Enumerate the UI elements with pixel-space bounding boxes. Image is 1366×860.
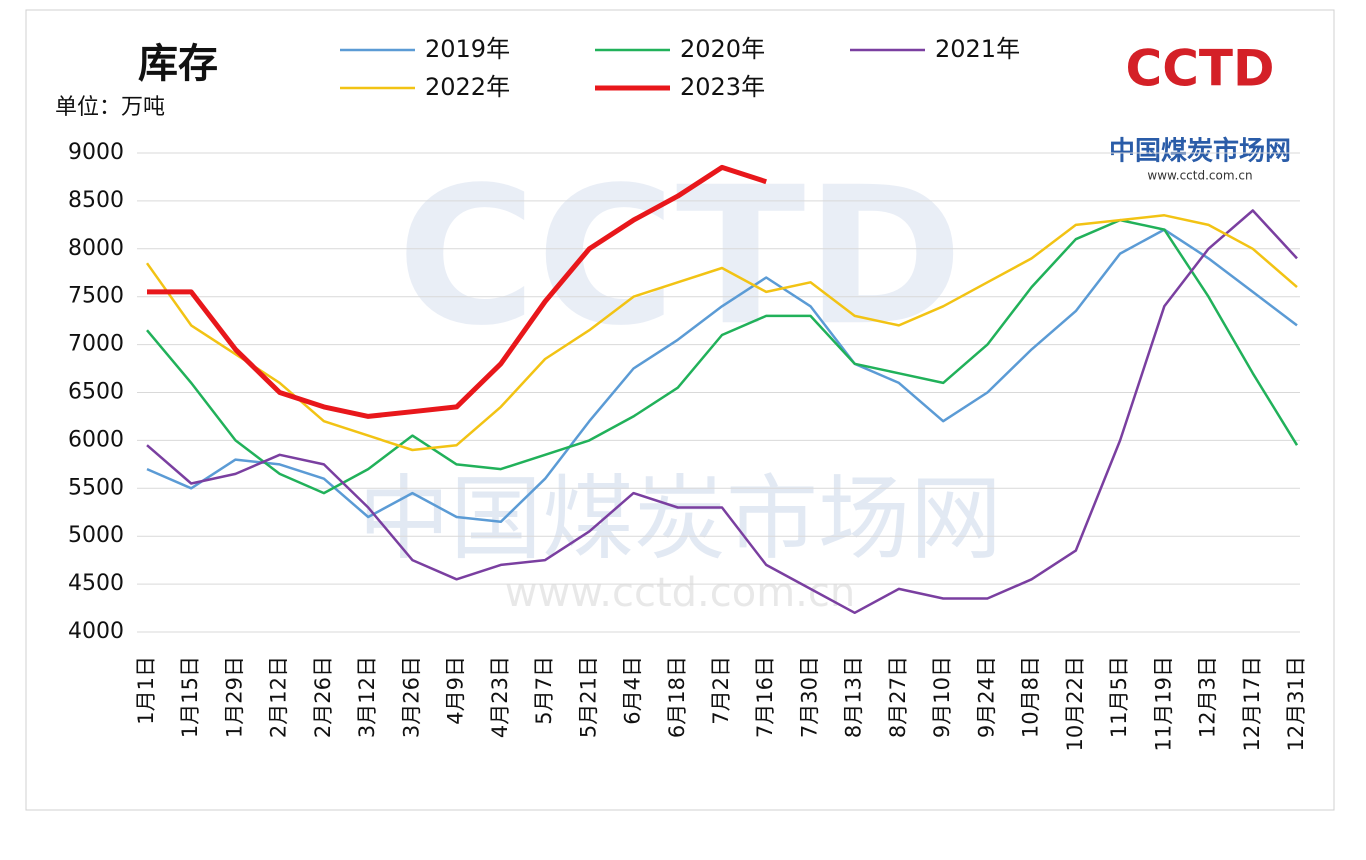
y-tick-label: 7500 — [68, 284, 124, 309]
chart-title: 库存 — [138, 41, 218, 87]
y-tick-label: 9000 — [68, 140, 124, 165]
series-line — [146, 218, 1299, 495]
x-tick-label: 5月21日 — [576, 656, 600, 738]
watermark-mark: CCTD — [397, 146, 963, 367]
x-tick-label: 1月1日 — [134, 656, 158, 725]
x-tick-label: 10月8日 — [1019, 656, 1043, 738]
legend-label: 2020年 — [680, 35, 765, 63]
x-tick-label: 7月2日 — [709, 656, 733, 725]
x-tick-label: 3月12日 — [355, 656, 379, 738]
x-tick-label: 12月3日 — [1196, 656, 1220, 738]
x-tick-label: 11月19日 — [1151, 656, 1175, 751]
x-tick-label: 9月24日 — [974, 656, 998, 738]
x-tick-label: 4月23日 — [488, 656, 512, 738]
legend-label: 2023年 — [680, 73, 765, 101]
y-tick-label: 4000 — [68, 619, 124, 644]
y-tick-label: 4500 — [68, 571, 124, 596]
x-tick-label: 10月22日 — [1063, 656, 1087, 751]
watermark-name: 中国煤炭市场网 — [358, 465, 1002, 572]
series-line — [147, 164, 767, 419]
y-unit: 单位：万吨 — [55, 95, 165, 120]
y-tick-label: 8000 — [68, 236, 124, 261]
series-line — [145, 214, 1298, 452]
y-tick-label: 8500 — [68, 188, 124, 213]
x-tick-label: 8月13日 — [842, 656, 866, 738]
logo-url: www.cctd.com.cn — [1147, 169, 1252, 183]
y-tick-label: 5500 — [68, 475, 124, 500]
x-tick-label: 5月7日 — [532, 656, 556, 725]
legend-label: 2022年 — [425, 73, 510, 101]
x-tick-label: 4月9日 — [444, 656, 468, 725]
x-tick-label: 7月16日 — [753, 656, 777, 738]
y-tick-label: 6000 — [68, 427, 124, 452]
logo-name: 中国煤炭市场网 — [1109, 136, 1291, 167]
x-tick-label: 12月31日 — [1284, 656, 1308, 751]
x-tick-label: 2月26日 — [311, 656, 335, 738]
x-tick-label: 7月30日 — [797, 656, 821, 738]
x-tick-label: 1月29日 — [222, 656, 246, 738]
x-tick-label: 2月12日 — [267, 656, 291, 738]
y-tick-label: 5000 — [68, 523, 124, 548]
series-line — [146, 209, 1298, 615]
watermark: CCTD 中国煤炭市场网 www.cctd.com.cn — [358, 146, 1002, 616]
x-tick-label: 11月5日 — [1107, 656, 1131, 738]
series-line — [146, 228, 1298, 524]
x-tick-label: 3月26日 — [399, 656, 423, 738]
legend-label: 2021年 — [935, 35, 1020, 63]
y-tick-label: 6500 — [68, 380, 124, 405]
x-tick-label: 1月15日 — [178, 656, 202, 738]
legend-label: 2019年 — [425, 35, 510, 63]
x-tick-label: 9月10日 — [930, 656, 954, 738]
x-tick-label: 8月27日 — [886, 656, 910, 738]
x-tick-label: 6月18日 — [665, 656, 689, 738]
chart-frame — [25, 9, 1335, 811]
y-tick-label: 7000 — [68, 332, 124, 357]
watermark-url: www.cctd.com.cn — [505, 570, 855, 616]
x-tick-label: 6月4日 — [621, 656, 645, 725]
logo-mark: CCTD — [1126, 40, 1275, 98]
x-tick-label: 12月17日 — [1240, 656, 1264, 751]
